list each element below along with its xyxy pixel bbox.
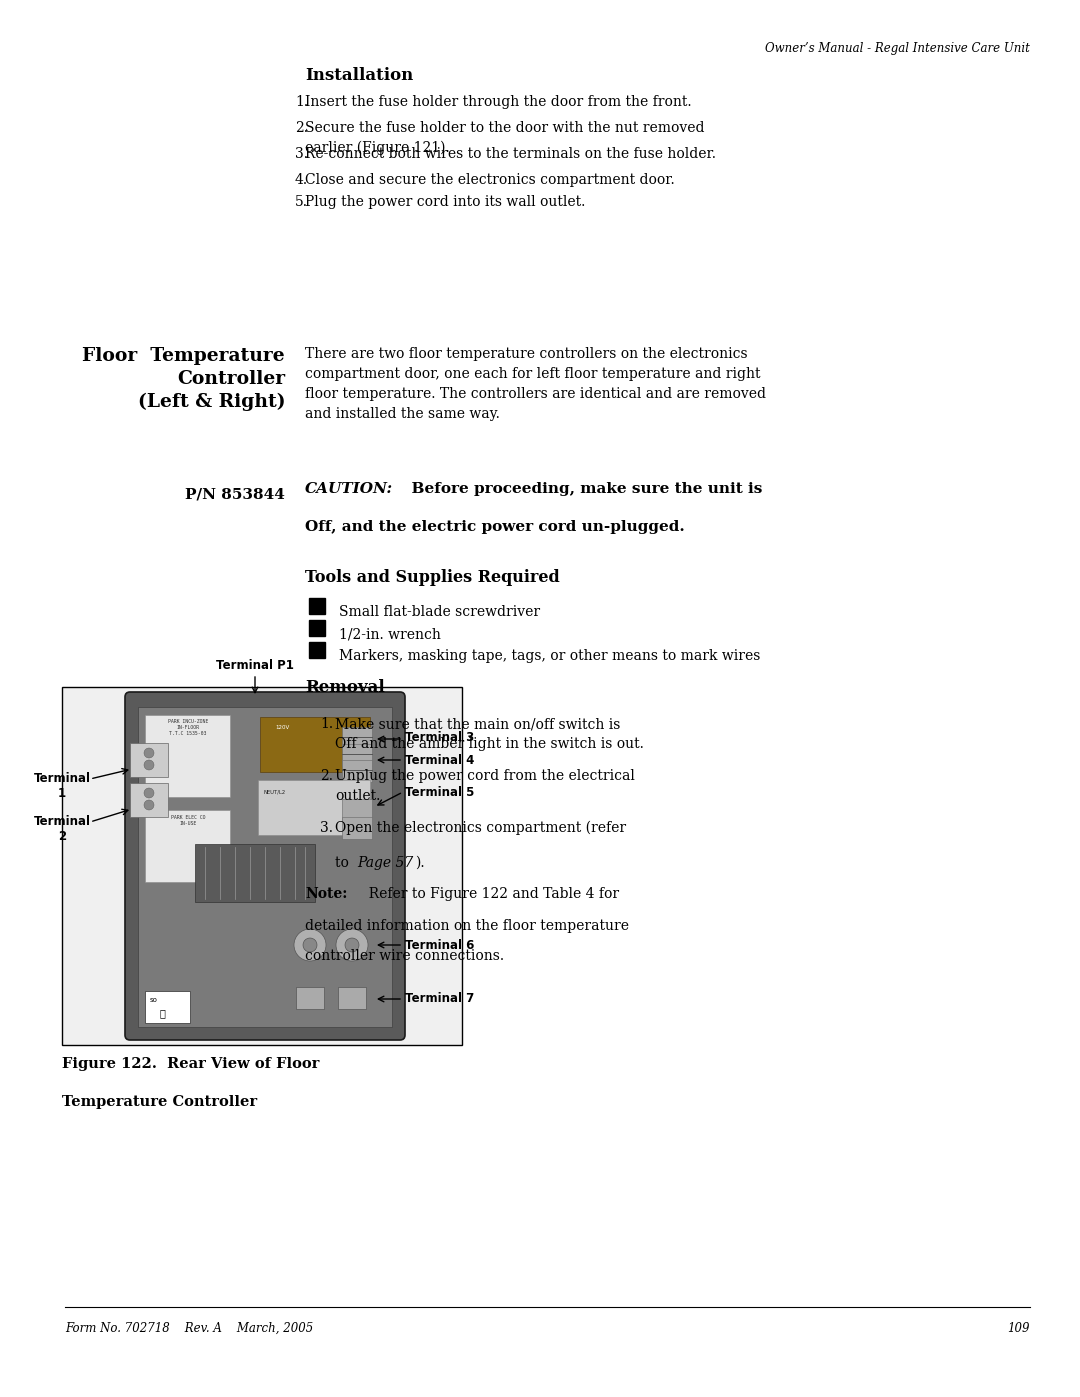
Text: Installation: Installation [305,67,414,84]
Text: Floor  Temperature
Controller
(Left & Right): Floor Temperature Controller (Left & Rig… [82,346,285,411]
Text: There are two floor temperature controllers on the electronics
compartment door,: There are two floor temperature controll… [305,346,766,420]
Bar [62,687,462,1045]
Circle shape [294,929,326,961]
Circle shape [303,937,318,951]
Bar [342,760,372,782]
Text: so: so [150,997,158,1003]
Bar [338,988,366,1009]
Bar [309,643,325,658]
Circle shape [144,747,154,759]
Text: Unplug the power cord from the electrical
outlet.: Unplug the power cord from the electrica… [335,768,635,802]
Text: Owner’s Manual - Regal Intensive Care Unit: Owner’s Manual - Regal Intensive Care Un… [765,42,1030,54]
FancyBboxPatch shape [125,692,405,1039]
Text: detailed information on the floor temperature: detailed information on the floor temper… [305,919,629,933]
Text: 3.: 3. [320,821,333,835]
Circle shape [336,929,368,961]
Text: controller wire connections.: controller wire connections. [305,949,504,963]
Bar [195,844,315,902]
Text: to: to [335,856,353,870]
Text: Terminal 7: Terminal 7 [405,992,474,1006]
Text: Tools and Supplies Required: Tools and Supplies Required [305,569,559,585]
Bar [258,780,370,835]
Circle shape [345,937,359,951]
Bar [309,620,325,636]
Text: 2.: 2. [320,768,333,782]
Text: PARK INCU-ZONE
IN-FLOOR
T.T.C 1535-03: PARK INCU-ZONE IN-FLOOR T.T.C 1535-03 [167,719,208,736]
Text: Re-connect both wires to the terminals on the fuse holder.: Re-connect both wires to the terminals o… [305,147,716,161]
Text: Temperature Controller: Temperature Controller [62,1095,257,1109]
Text: Page 57: Page 57 [357,856,414,870]
Text: Form No. 702718    Rev. A    March, 2005: Form No. 702718 Rev. A March, 2005 [65,1322,313,1336]
Text: 1/2-in. wrench: 1/2-in. wrench [339,627,441,641]
Text: PARK ELEC CO
IN-USE: PARK ELEC CO IN-USE [171,814,205,826]
Circle shape [144,788,154,798]
Text: Insert the fuse holder through the door from the front.: Insert the fuse holder through the door … [305,95,691,109]
Text: Terminal
1: Terminal 1 [33,773,91,800]
Text: ).: ). [415,856,424,870]
Text: Secure the fuse holder to the door with the nut removed
earlier (Figure 121).: Secure the fuse holder to the door with … [305,122,704,155]
Text: Ⓛ: Ⓛ [160,1009,166,1018]
Text: 4.: 4. [295,173,308,187]
Text: Note:: Note: [305,887,348,901]
Text: Terminal P1: Terminal P1 [216,659,294,672]
Text: Terminal 6: Terminal 6 [405,939,474,951]
Text: Small flat-blade screwdriver: Small flat-blade screwdriver [339,605,540,619]
Text: CAUTION:: CAUTION: [305,482,393,496]
Bar [130,743,168,777]
Text: Before proceeding, make sure the unit is: Before proceeding, make sure the unit is [401,482,762,496]
Text: 1.: 1. [320,717,333,731]
Text: Plug the power cord into its wall outlet.: Plug the power cord into its wall outlet… [305,196,585,210]
Text: 2.: 2. [295,122,308,136]
Text: Off, and the electric power cord un-plugged.: Off, and the electric power cord un-plug… [305,520,685,534]
Bar [342,799,372,821]
Bar [145,810,230,882]
Text: 1.: 1. [295,95,308,109]
Text: Close and secure the electronics compartment door.: Close and secure the electronics compart… [305,173,675,187]
Circle shape [144,800,154,810]
Bar [296,988,324,1009]
Text: Terminal 5: Terminal 5 [405,785,474,799]
Bar [342,726,372,749]
Bar [342,745,372,766]
Text: 3.: 3. [295,147,308,161]
Text: Terminal 3: Terminal 3 [405,731,474,743]
Text: 109: 109 [1008,1322,1030,1336]
Text: 120V: 120V [275,725,289,731]
Bar [145,715,230,798]
Text: NEUT/L2: NEUT/L2 [264,789,286,793]
Bar [130,782,168,817]
Circle shape [144,760,154,770]
Text: Make sure that the main on/off switch is
Off and the amber light in the switch i: Make sure that the main on/off switch is… [335,717,644,750]
Text: Terminal 4: Terminal 4 [405,753,474,767]
Text: 5.: 5. [295,196,308,210]
Bar [309,598,325,615]
Bar [342,817,372,840]
Bar [145,990,190,1023]
Text: Markers, masking tape, tags, or other means to mark wires: Markers, masking tape, tags, or other me… [339,650,760,664]
Text: Open the electronics compartment (refer: Open the electronics compartment (refer [335,821,626,835]
Text: Terminal
2: Terminal 2 [33,814,91,842]
Text: Refer to Figure 122 and Table 4 for: Refer to Figure 122 and Table 4 for [360,887,619,901]
Text: Figure 122.  Rear View of Floor: Figure 122. Rear View of Floor [62,1058,320,1071]
Bar [260,717,370,773]
Bar [138,707,392,1027]
Text: P/N 853844: P/N 853844 [185,488,285,502]
Text: Removal: Removal [305,679,384,696]
